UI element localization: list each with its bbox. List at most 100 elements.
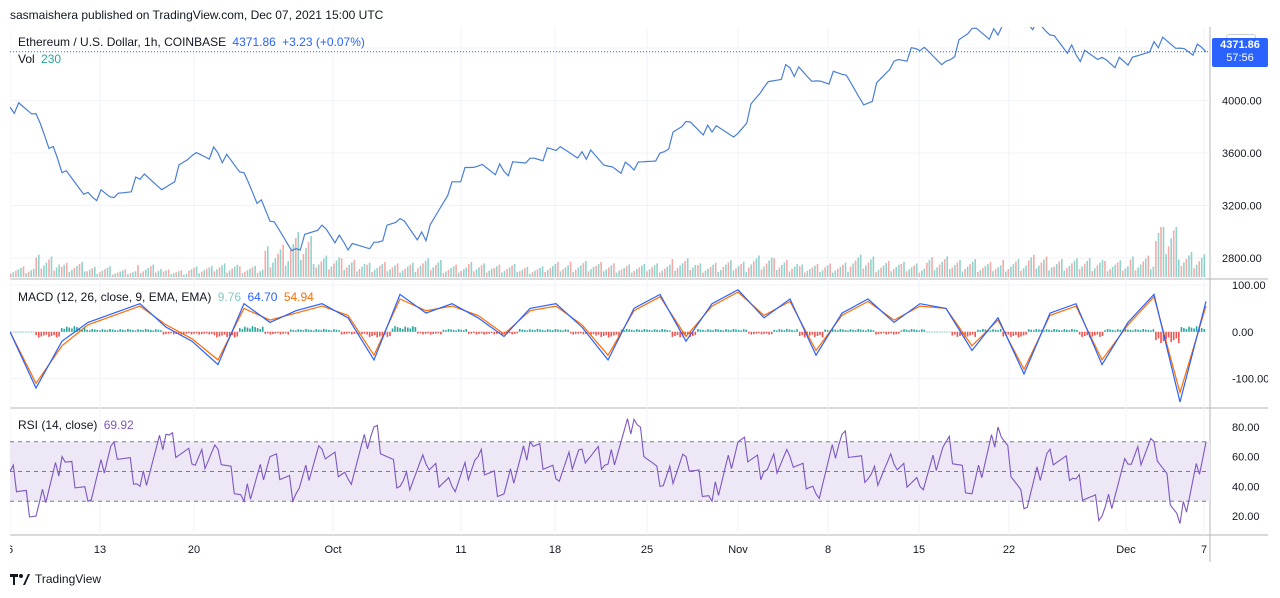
volume-bar [1111,266,1114,277]
macd-histogram-bar [373,331,376,336]
macd-histogram-bar [320,330,323,332]
macd-histogram-bar [267,331,269,334]
volume-bar [22,266,25,277]
volume-bar [1043,259,1045,277]
volume-bar [122,270,124,277]
volume-bar [414,272,417,277]
macd-histogram-bar [918,330,921,332]
macd-histogram-bar [959,331,961,336]
macd-histogram-bar [748,331,750,334]
volume-bar [742,261,745,277]
volume-bar [1020,270,1022,277]
macd-histogram-bar [111,329,114,332]
macd-histogram-bar [1061,330,1063,332]
macd-histogram-bar [646,329,648,332]
macd-histogram-bar [99,330,101,332]
volume-bar [1119,260,1122,277]
volume-bar [628,264,630,277]
volume-bar [132,272,134,277]
volume-bar [384,262,386,277]
volume-bar [455,264,457,277]
macd-histogram-bar [81,329,83,332]
macd-histogram-bar [725,329,727,332]
macd-histogram-bar [203,331,205,334]
volume-bar [653,265,656,277]
volume-bar [1122,270,1124,277]
volume-bar [531,272,534,277]
macd-histogram-bar [722,330,725,332]
macd-histogram-bar [1030,329,1032,332]
volume-bar [137,265,139,277]
macd-histogram-bar [1010,331,1012,337]
volume-bar [94,266,96,277]
macd-histogram-bar [284,331,287,334]
macd-histogram-bar [900,330,903,332]
chart-svg[interactable]: 61320Oct111825Nov81522Dec74400.004000.00… [7,18,1269,562]
macd-histogram-bar [847,330,849,332]
x-tick-label: 18 [549,544,561,556]
macd-histogram-bar [289,329,292,332]
macd-histogram-bar [882,331,885,334]
volume-bar [1063,270,1066,277]
macd-histogram-bar [363,331,366,334]
macd-histogram-bar [251,326,254,332]
macd-histogram-bar [452,329,455,332]
macd-histogram-bar [574,331,577,335]
macd-histogram-bar [30,331,32,333]
macd-histogram-bar [630,329,633,332]
volume-bar [1038,265,1040,277]
macd-histogram-bar [1096,331,1099,335]
volume-bar [595,266,597,277]
volume-bar [679,265,681,277]
macd-histogram-bar [910,329,913,332]
macd-histogram-bar [50,331,53,336]
macd-histogram-bar [564,329,567,332]
volume-bar [903,262,905,277]
macd-histogram-bar [707,329,709,332]
macd-histogram-bar [401,329,404,332]
volume-bar [177,271,180,277]
x-tick-label: 8 [825,544,831,556]
macd-histogram-bar [1150,330,1152,332]
macd-histogram-bar [526,330,529,332]
footer-brand[interactable]: TradingView [10,572,101,586]
volume-bar [1157,233,1160,277]
macd-histogram-bar [735,329,737,332]
volume-bar [954,264,956,277]
volume-bar [737,266,740,277]
macd-histogram-bar [1033,330,1035,332]
volume-bar [10,273,12,277]
volume-bar [473,271,475,277]
macd-histogram-bar [793,330,796,332]
macd-label: MACD (12, 26, close, 9, EMA, EMA) [18,290,212,304]
volume-bar [312,263,315,277]
volume-bar [791,269,793,277]
volume-bar [638,267,641,277]
macd-histogram-bar [740,330,742,332]
volume-bar [1172,230,1175,277]
volume-bar [608,267,610,277]
macd-histogram-bar [450,329,452,332]
volume-bar [1160,227,1162,277]
macd-histogram-bar [122,329,124,332]
volume-bar [671,259,674,277]
macd-histogram-bar [915,329,918,332]
macd-histogram-bar [94,329,96,332]
volume-bar [91,268,93,277]
volume-bar [964,269,966,277]
macd-histogram-bar [1178,331,1180,343]
volume-bar [310,236,312,277]
volume-bar [982,268,984,277]
macd-histogram-bar [43,331,45,336]
volume-bar [915,263,918,277]
macd-histogram-bar [496,331,498,334]
macd-pane [9,288,1207,403]
volume-bar [760,269,763,277]
macd-histogram-bar [147,329,149,332]
volume-bar [427,258,429,277]
volume-bar [1101,260,1104,277]
chart-area[interactable]: 61320Oct111825Nov81522Dec74400.004000.00… [7,18,1269,562]
volume-bar [949,269,951,277]
volume-bar [483,263,485,277]
volume-bar [213,271,216,277]
